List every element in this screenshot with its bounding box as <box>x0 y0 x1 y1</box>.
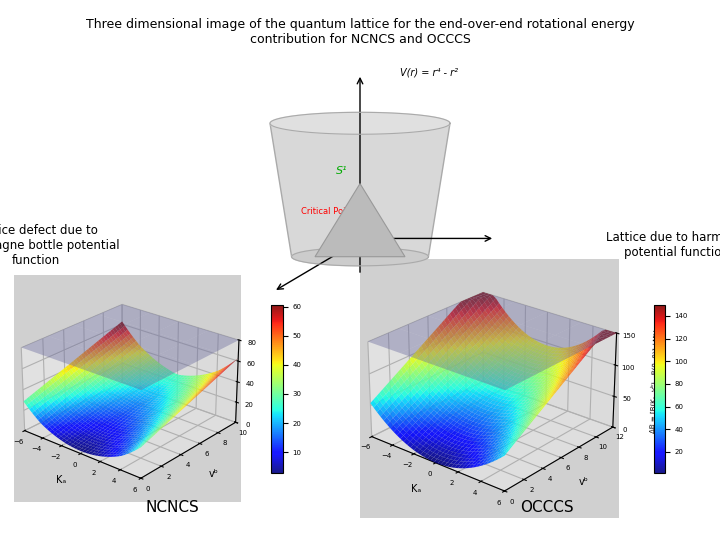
Text: S¹: S¹ <box>336 166 348 176</box>
Polygon shape <box>292 247 428 266</box>
Y-axis label: vᵇ: vᵇ <box>579 477 589 487</box>
Text: Three dimensional image of the quantum lattice for the end-over-end rotational e: Three dimensional image of the quantum l… <box>86 18 634 46</box>
Polygon shape <box>270 112 450 134</box>
X-axis label: Kₐ: Kₐ <box>411 484 421 494</box>
Text: Critical Point: Critical Point <box>301 206 354 215</box>
Text: Lattice defect due to
Champagne bottle potential
function: Lattice defect due to Champagne bottle p… <box>0 224 120 267</box>
Text: OCCCS: OCCCS <box>521 500 574 515</box>
Text: S¹× S¹: S¹× S¹ <box>336 239 366 249</box>
Polygon shape <box>315 184 405 256</box>
Text: V(r) = r⁴ - r²: V(r) = r⁴ - r² <box>400 68 458 78</box>
Text: Lattice due to harmonic
potential function: Lattice due to harmonic potential functi… <box>606 231 720 259</box>
Y-axis label: vᵇ: vᵇ <box>208 469 218 478</box>
Text: NCNCS: NCNCS <box>146 500 199 515</box>
Polygon shape <box>270 123 450 256</box>
X-axis label: Kₐ: Kₐ <box>56 475 66 485</box>
